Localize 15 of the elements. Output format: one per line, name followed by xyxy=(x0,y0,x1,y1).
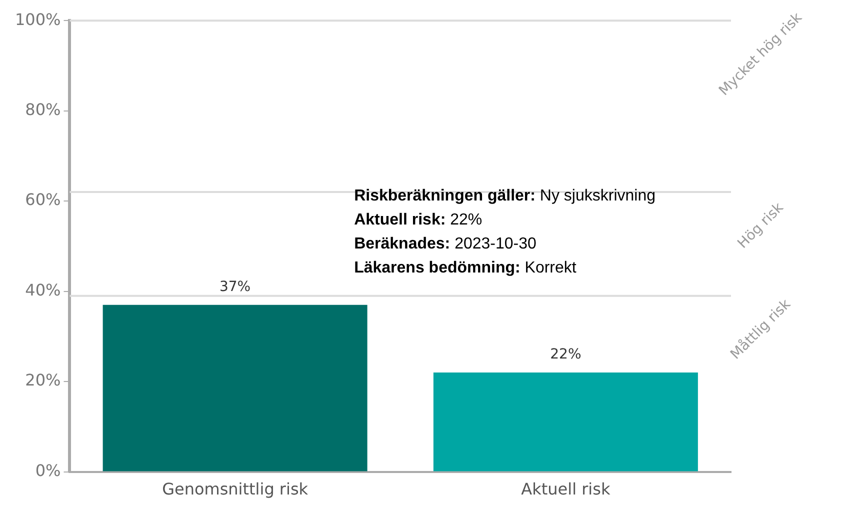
x-tick-label: Aktuell risk xyxy=(521,480,611,499)
data-label: 37% xyxy=(219,278,251,295)
annotation: Beräknades: 2023-10-30 xyxy=(354,235,537,252)
annotation: Riskberäkningen gäller: Ny sjukskrivning xyxy=(354,187,656,204)
annotation: Läkarens bedömning: Korrekt xyxy=(354,259,577,276)
data-label: 22% xyxy=(550,346,582,363)
annotation: Aktuell risk: 22% xyxy=(354,211,482,228)
x-tick-label: Genomsnittlig risk xyxy=(162,480,309,499)
y-tick-label: 60% xyxy=(25,190,61,210)
y-tick-label: 40% xyxy=(25,280,61,300)
y-tick-label: 20% xyxy=(25,370,61,390)
y-tick-label: 0% xyxy=(35,460,61,480)
y-tick-label: 80% xyxy=(25,100,61,119)
y-tick-label: 100% xyxy=(14,10,61,29)
ref-line-label: Hög risk xyxy=(734,199,788,252)
